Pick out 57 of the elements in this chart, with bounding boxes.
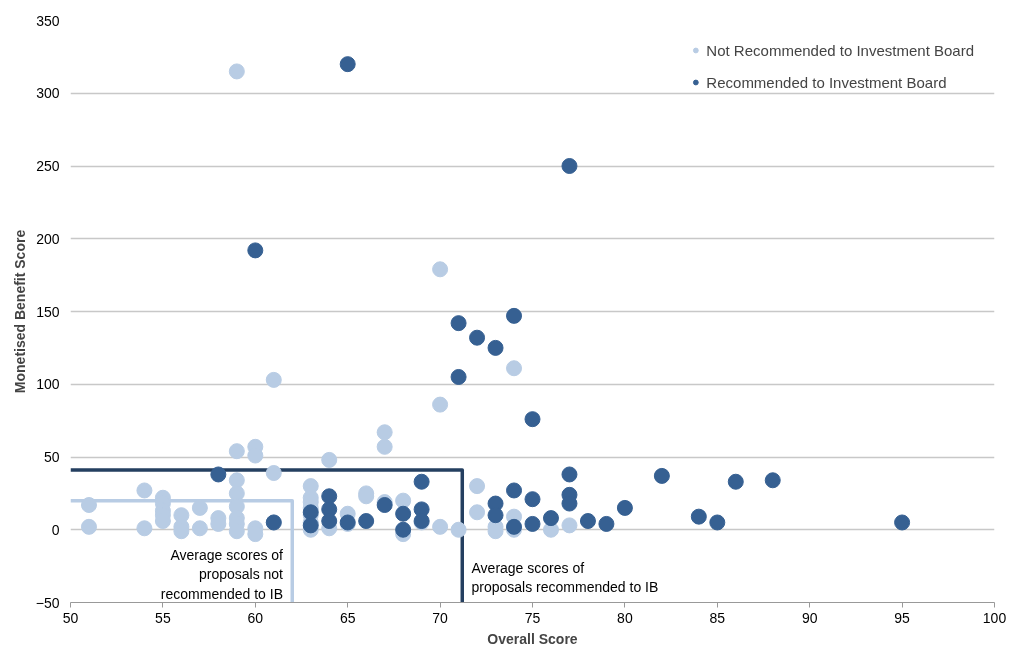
point	[653, 467, 670, 484]
point	[894, 514, 911, 531]
x-tick-label: 85	[709, 609, 726, 626]
x-tick-label: 60	[247, 609, 264, 626]
point	[561, 466, 578, 483]
y-tick-label: 250	[36, 158, 60, 174]
x-tick-label: 100	[982, 609, 1007, 626]
point	[561, 158, 578, 174]
y-tick-label: −50	[35, 594, 60, 611]
point	[339, 56, 356, 73]
y-tick-label: 300	[36, 85, 60, 102]
y-tick-label: 150	[36, 303, 60, 320]
point	[395, 505, 412, 522]
point	[487, 339, 504, 356]
x-tick-label: 80	[617, 609, 633, 626]
point	[616, 499, 633, 516]
x-tick-label: 90	[801, 609, 818, 626]
point	[764, 472, 781, 489]
point	[524, 491, 541, 508]
point	[469, 329, 486, 346]
point	[450, 315, 467, 332]
point	[598, 515, 615, 532]
point	[579, 513, 596, 530]
point	[506, 482, 523, 499]
point	[487, 507, 504, 524]
point	[321, 488, 338, 505]
x-tick-label: 75	[524, 609, 541, 626]
x-tick-label: 55	[155, 609, 171, 626]
point	[524, 515, 541, 532]
x-axis-title: Overall Score	[487, 630, 578, 647]
x-tick-label: 95	[894, 609, 911, 626]
x-tick-label: 70	[432, 609, 449, 626]
x-tick-label: 65	[339, 609, 356, 626]
y-axis-title: Monetised Benefit Score	[11, 229, 28, 394]
legend-label: Recommended to Investment Board	[706, 73, 947, 91]
annotation: Average scores of proposals recommended to IB	[471, 560, 659, 596]
x-tick-label: 50	[62, 609, 79, 626]
point	[524, 411, 541, 428]
point	[450, 368, 467, 385]
point	[210, 466, 227, 483]
y-tick-label: 50	[43, 449, 60, 465]
point	[321, 513, 338, 530]
point	[395, 521, 412, 538]
point	[358, 513, 375, 530]
point	[690, 508, 707, 525]
point	[542, 510, 559, 527]
point	[413, 473, 430, 490]
y-tick-label: 200	[36, 230, 60, 247]
point	[709, 514, 726, 531]
point	[506, 307, 523, 324]
y-tick-label: 0	[51, 521, 60, 538]
annotation: Average scores of proposals not recommended to IB	[160, 547, 284, 602]
y-tick-label: 100	[36, 376, 60, 393]
legend-label: Not Recommended to Investment Board	[706, 41, 974, 59]
point	[247, 242, 264, 259]
point	[727, 473, 744, 490]
y-tick-label: 350	[36, 12, 60, 29]
